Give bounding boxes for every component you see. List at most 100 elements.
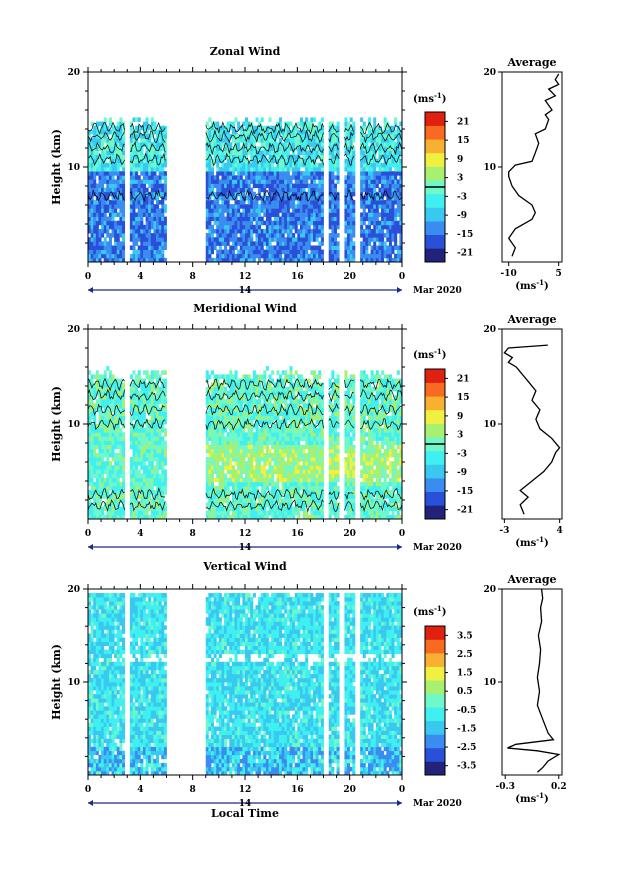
- field-cell: [373, 188, 376, 193]
- field-cell: [237, 432, 240, 437]
- field-cell: [274, 250, 277, 255]
- field-cell: [360, 221, 363, 226]
- field-cell: [232, 225, 235, 230]
- field-cell: [316, 250, 319, 255]
- field-cell: [219, 449, 222, 454]
- field-cell: [363, 241, 366, 246]
- field-cell: [250, 461, 253, 466]
- field-cell: [146, 469, 149, 474]
- field-cell: [316, 229, 319, 234]
- field-cell: [279, 171, 282, 176]
- field-cell: [394, 237, 397, 242]
- field-cell: [331, 155, 334, 160]
- field-cell: [266, 250, 269, 255]
- field-cell: [300, 237, 303, 242]
- field-cell: [248, 208, 251, 213]
- field-cell: [140, 449, 143, 454]
- field-cell: [106, 474, 109, 479]
- field-cell: [316, 233, 319, 238]
- field-cell: [373, 221, 376, 226]
- field-cell: [208, 233, 211, 238]
- field-cell: [104, 478, 107, 483]
- field-cell: [221, 474, 224, 479]
- field-cell: [384, 254, 387, 259]
- field-cell: [216, 175, 219, 180]
- field-cell: [119, 254, 122, 259]
- field-cell: [214, 245, 217, 250]
- field-cell: [376, 138, 379, 143]
- field-cell: [96, 184, 99, 189]
- field-cell: [352, 250, 355, 255]
- field-cell: [219, 171, 222, 176]
- field-cell: [279, 117, 282, 122]
- field-cell: [344, 122, 347, 127]
- field-cell: [350, 237, 353, 242]
- field-cell: [263, 478, 266, 483]
- field-cell: [227, 457, 230, 462]
- field-cell: [161, 441, 164, 446]
- field-cell: [240, 217, 243, 222]
- field-cell: [130, 245, 133, 250]
- field-cell: [109, 237, 112, 242]
- field-cell: [151, 445, 154, 450]
- field-cell: [279, 188, 282, 193]
- field-cell: [250, 399, 253, 404]
- field-cell: [305, 229, 308, 234]
- field-cell: [289, 254, 292, 259]
- field-cell: [242, 399, 245, 404]
- field-cell: [271, 150, 274, 155]
- field-cell: [378, 175, 381, 180]
- field-cell: [153, 217, 156, 222]
- field-cell: [216, 412, 219, 417]
- field-cell: [229, 461, 232, 466]
- field-cell: [135, 428, 138, 433]
- field-cell: [271, 436, 274, 441]
- field-cell: [206, 175, 209, 180]
- field-cell: [138, 449, 141, 454]
- field-cell: [227, 449, 230, 454]
- field-cell: [337, 225, 340, 230]
- field-cell: [394, 175, 397, 180]
- field-cell: [159, 498, 162, 503]
- field-cell: [303, 241, 306, 246]
- field-cell: [148, 175, 151, 180]
- field-cell: [211, 416, 214, 421]
- field-cell: [397, 212, 400, 217]
- field-cell: [229, 237, 232, 242]
- field-cell: [208, 212, 211, 217]
- field-cell: [98, 449, 101, 454]
- field-cell: [140, 212, 143, 217]
- field-cell: [329, 171, 332, 176]
- field-cell: [269, 217, 272, 222]
- field-cell: [232, 478, 235, 483]
- field-cell: [321, 233, 324, 238]
- field-cell: [305, 237, 308, 242]
- field-cell: [282, 241, 285, 246]
- field-cell: [308, 126, 311, 131]
- x-tick-label: 4: [137, 272, 143, 282]
- field-cell: [389, 237, 392, 242]
- field-cell: [224, 478, 227, 483]
- field-cell: [248, 171, 251, 176]
- field-cell: [156, 469, 159, 474]
- field-cell: [389, 217, 392, 222]
- field-cell: [219, 212, 222, 217]
- field-cell: [221, 229, 224, 234]
- field-cell: [232, 387, 235, 392]
- field-cell: [122, 461, 125, 466]
- field-cell: [255, 241, 258, 246]
- field-cell: [242, 387, 245, 392]
- field-cell: [258, 155, 261, 160]
- field-cell: [334, 225, 337, 230]
- field-cell: [373, 122, 376, 127]
- field-cell: [112, 465, 115, 470]
- field-cell: [153, 412, 156, 417]
- field-cell: [373, 229, 376, 234]
- field-cell: [161, 428, 164, 433]
- field-cell: [253, 254, 256, 259]
- field-cell: [329, 175, 332, 180]
- field-cell: [237, 511, 240, 516]
- field-cell: [289, 179, 292, 184]
- field-cell: [274, 200, 277, 205]
- field-cell: [305, 250, 308, 255]
